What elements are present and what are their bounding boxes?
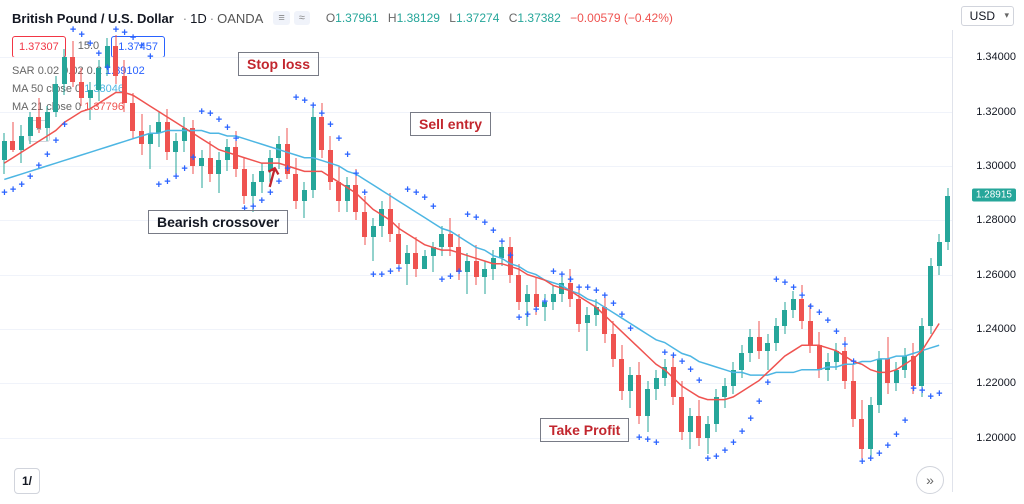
annotation-sell-entry[interactable]: Sell entry [410, 112, 491, 136]
annotation-take-profit[interactable]: Take Profit [540, 418, 629, 442]
badge-approx-icon[interactable]: ≈ [294, 11, 310, 25]
annotation-bearish-crossover[interactable]: Bearish crossover [148, 210, 288, 234]
badge-list-icon[interactable]: ≡ [273, 11, 289, 25]
y-tick-label: 1.28000 [976, 214, 1016, 226]
chart-header: British Pound / U.S. Dollar · 1D · OANDA… [12, 6, 1012, 30]
tradingview-logo-icon[interactable]: 1/ [14, 468, 40, 494]
y-tick-label: 1.34000 [976, 51, 1016, 63]
interval[interactable]: 1D [190, 11, 207, 26]
y-tick-label: 1.32000 [976, 106, 1016, 118]
annotation-stop-loss[interactable]: Stop loss [238, 52, 319, 76]
y-tick-label: 1.30000 [976, 160, 1016, 172]
source: OANDA [217, 11, 263, 26]
price-chart[interactable]: ++++++++++++++++++++++++++++++++++++++++… [0, 30, 952, 492]
currency-dropdown[interactable]: USD [961, 6, 1014, 26]
y-axis[interactable]: 1.20000 1.22000 1.24000 1.26000 1.28000 1.300… [952, 30, 1024, 492]
y-tick-label: 1.20000 [976, 432, 1016, 444]
pair-name: British Pound / U.S. Dollar [12, 11, 174, 26]
y-tick-label: 1.26000 [976, 269, 1016, 281]
last-price-label: 1.28915 [972, 189, 1016, 202]
ohlc-readout: O1.37961 H1.38129 L1.37274 C1.37382 −0.0… [320, 11, 673, 25]
y-tick-label: 1.24000 [976, 323, 1016, 335]
scroll-to-end-icon[interactable]: » [916, 466, 944, 494]
y-tick-label: 1.22000 [976, 377, 1016, 389]
